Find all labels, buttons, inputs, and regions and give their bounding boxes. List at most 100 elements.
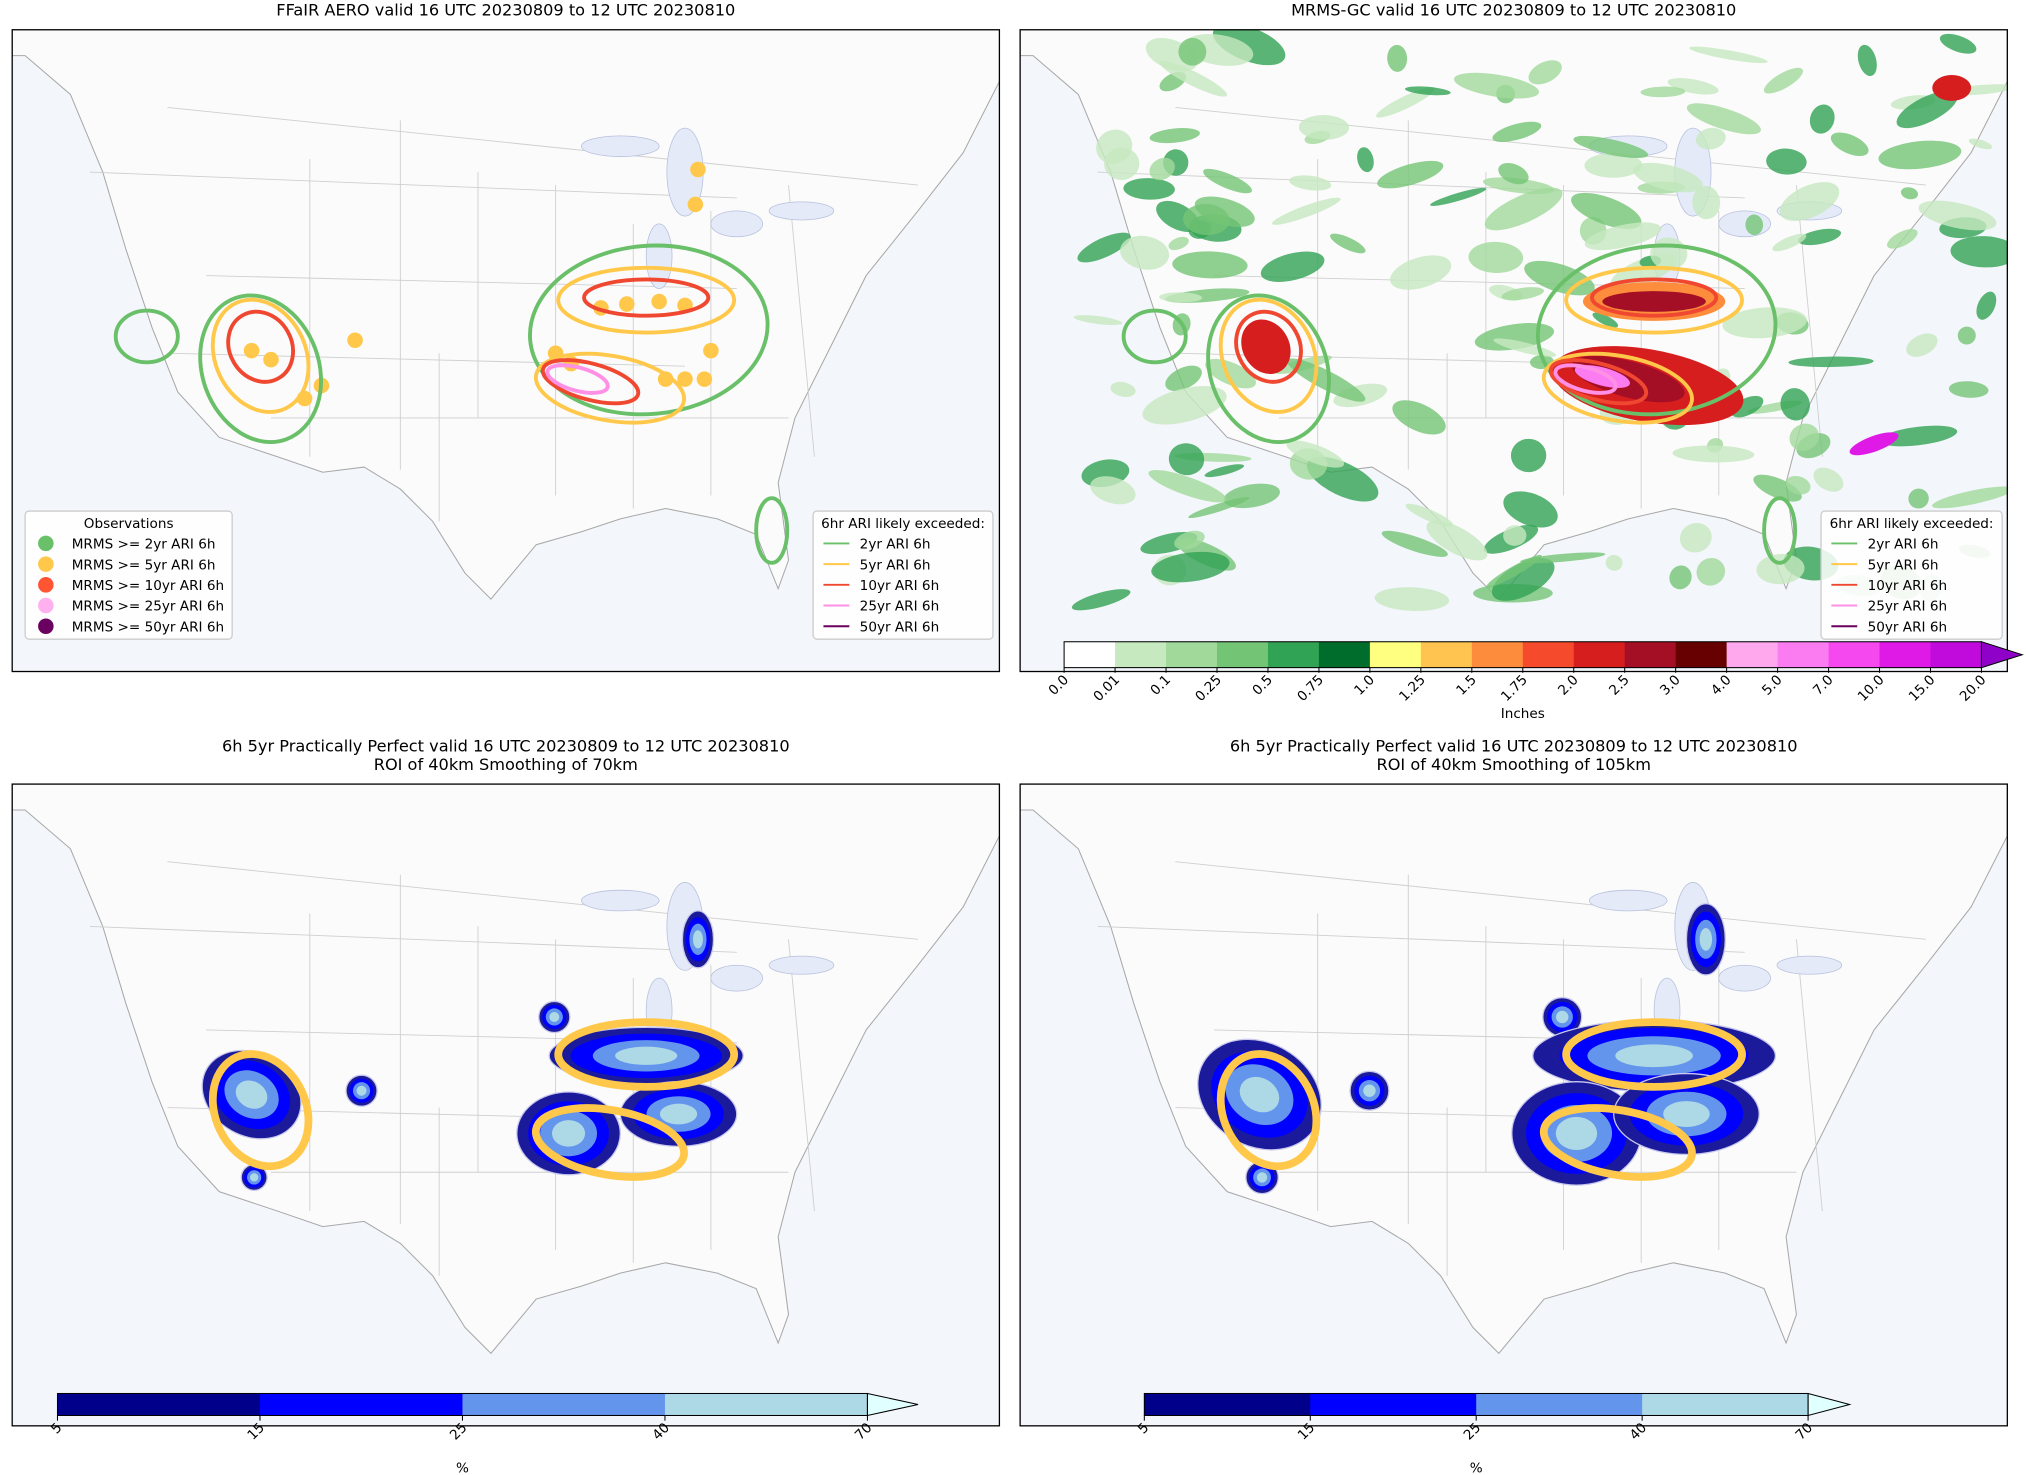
probability-area xyxy=(356,1085,367,1096)
map-panel: 6h 5yr Practically Perfect valid 16 UTC … xyxy=(11,737,1001,1443)
precip-area xyxy=(1745,214,1764,236)
precip-area xyxy=(1520,552,1606,564)
ari-contour xyxy=(113,308,180,365)
colorbar-label: Inches xyxy=(1501,706,1545,722)
precip-area xyxy=(1879,425,1958,447)
precip-area xyxy=(1142,386,1227,425)
precip-area xyxy=(1528,60,1562,85)
colorbar-segment xyxy=(1166,641,1218,668)
state-border xyxy=(89,171,737,199)
precip-area xyxy=(1878,140,1962,170)
precip-area xyxy=(1492,558,1555,601)
colorbar-tick-label: 0.75 xyxy=(1294,672,1327,705)
precip-area xyxy=(1906,333,1938,357)
legend-label: 2yr ARI 6h xyxy=(1868,537,1939,553)
ari-contour xyxy=(1121,308,1188,365)
lake xyxy=(1776,955,1843,975)
lake xyxy=(768,955,835,975)
map xyxy=(1020,29,2008,672)
colorbar-tick-label: 5.0 xyxy=(1759,672,1786,699)
colorbar-segment xyxy=(1310,1393,1477,1416)
colorbar-segment xyxy=(1777,641,1829,668)
colorbar-tick-label: 1.25 xyxy=(1396,672,1429,705)
colorbar-tick-label: 3.0 xyxy=(1657,672,1684,699)
precip-area xyxy=(1492,121,1542,142)
precip-area xyxy=(1813,467,1844,492)
precip-area xyxy=(1381,530,1448,557)
precip-area xyxy=(1405,503,1454,527)
colorbar-segment xyxy=(1642,1393,1809,1416)
precip-area xyxy=(1592,312,1619,328)
panel-title: ROI of 40km Smoothing of 70km xyxy=(374,755,638,774)
precip-area xyxy=(1679,522,1712,553)
precip-area xyxy=(1932,75,1972,101)
precip-area xyxy=(1669,565,1692,590)
precip-area xyxy=(1900,187,1919,200)
precip-area xyxy=(1976,291,1997,320)
state-border xyxy=(206,275,737,289)
probability-area xyxy=(1239,1076,1280,1113)
precip-area xyxy=(1390,255,1452,290)
land xyxy=(1020,29,2008,600)
ari-contour xyxy=(1562,1018,1746,1091)
map xyxy=(12,784,1000,1426)
colorbar-segment xyxy=(664,1393,868,1416)
state-border xyxy=(788,184,815,457)
precip-area xyxy=(1968,138,1993,150)
colorbar-segment xyxy=(1675,641,1728,668)
precip-area xyxy=(1918,200,1997,231)
colorbar-segment xyxy=(1828,641,1880,668)
precip-area xyxy=(1849,432,1899,456)
precip-area xyxy=(1605,554,1623,571)
probability-area xyxy=(1663,1101,1710,1127)
precip-area xyxy=(1809,104,1835,134)
precip-area xyxy=(1695,127,1726,150)
precip-area xyxy=(1672,445,1755,463)
ari-contour xyxy=(533,351,687,425)
precip-area xyxy=(1374,587,1450,612)
observation-dot xyxy=(703,342,719,359)
precip-area xyxy=(1468,241,1524,274)
probability-area xyxy=(1256,1172,1268,1183)
ari-contour xyxy=(226,309,295,384)
precip-area xyxy=(1756,553,1805,585)
precip-area xyxy=(1950,236,2008,268)
colorbar-segment xyxy=(462,1393,666,1416)
precip-area xyxy=(1110,381,1136,397)
panel-frame xyxy=(11,29,1001,673)
precip-area xyxy=(1798,228,1842,246)
colorbar-segment xyxy=(1420,641,1473,668)
precip-area xyxy=(1730,395,1764,418)
precip-area xyxy=(1763,67,1804,94)
precip-area xyxy=(1498,162,1529,185)
legend-title: 6hr ARI likely exceeded: xyxy=(821,516,985,532)
legend-box xyxy=(24,510,233,640)
colorbar-tick-label: 0.01 xyxy=(1090,672,1123,705)
colorbar-segment xyxy=(1064,641,1116,668)
precip-area xyxy=(1289,175,1332,191)
state-border xyxy=(788,939,815,1212)
colorbar-segment xyxy=(1879,641,1931,668)
precip-area xyxy=(1149,128,1200,144)
legend-label: 25yr ARI 6h xyxy=(1868,599,1948,615)
ari-contour xyxy=(1541,351,1694,425)
land xyxy=(12,784,1000,1355)
colorbar-tick-label: 4.0 xyxy=(1708,672,1735,699)
colorbar-segment xyxy=(1624,641,1677,668)
legend-label: 25yr ARI 6h xyxy=(860,599,940,615)
ari-contour xyxy=(1218,297,1319,414)
lake xyxy=(581,135,660,157)
state-border xyxy=(89,925,737,953)
ari-contour xyxy=(1216,1050,1321,1171)
state-border xyxy=(1175,106,1926,186)
colorbar-segment xyxy=(1476,1393,1643,1416)
legend-label: 5yr ARI 6h xyxy=(1868,557,1939,573)
precip-area xyxy=(1148,470,1227,503)
probability-area xyxy=(1556,1010,1569,1024)
probability-area xyxy=(615,1046,678,1065)
colorbar-tick-label: 10.0 xyxy=(1855,672,1888,705)
colorbar-segment xyxy=(1318,641,1371,668)
legend-label: MRMS >= 50yr ARI 6h xyxy=(72,619,224,635)
ari-contour xyxy=(1539,1104,1696,1181)
observation-dot xyxy=(347,332,363,349)
